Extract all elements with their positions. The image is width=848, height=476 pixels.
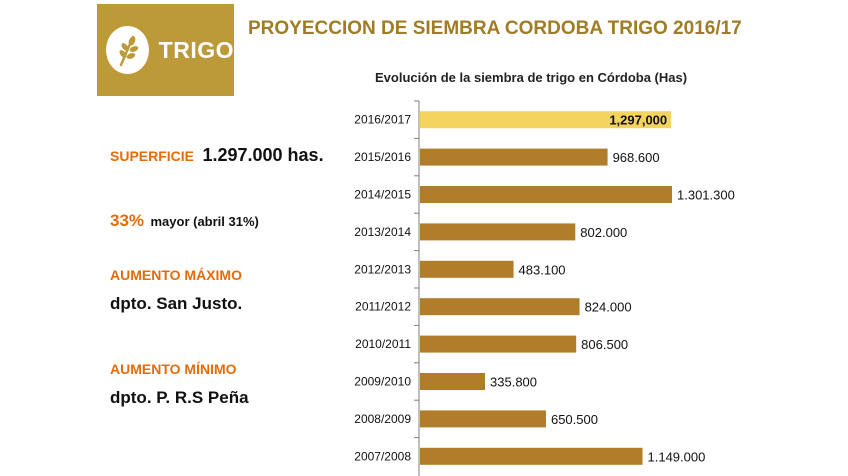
y-tick-label: 2008/2009 bbox=[354, 412, 411, 426]
data-label: 806.500 bbox=[581, 337, 628, 352]
y-tick-label: 2009/2010 bbox=[354, 375, 411, 389]
chart-title: Evolución de la siembra de trigo en Córd… bbox=[375, 70, 688, 85]
bar bbox=[420, 260, 514, 278]
data-label: 335.800 bbox=[490, 375, 537, 390]
bar bbox=[420, 410, 546, 428]
data-label: 1.301.300 bbox=[677, 188, 735, 203]
bar bbox=[420, 373, 486, 390]
y-tick-label: 2013/2014 bbox=[354, 225, 411, 239]
bar bbox=[420, 148, 608, 166]
bar bbox=[420, 447, 643, 465]
bar bbox=[420, 111, 672, 129]
data-label: 1.149.000 bbox=[648, 449, 706, 464]
data-label: 824.000 bbox=[585, 300, 632, 315]
wheat-icon bbox=[106, 26, 149, 74]
data-label: 483.100 bbox=[519, 262, 566, 277]
increase-pct: 33% bbox=[110, 211, 145, 230]
max-increase-label: AUMENTO MÁXIMO bbox=[110, 267, 242, 283]
y-tick-label: 2011/2012 bbox=[355, 300, 411, 314]
y-tick-label: 2016/2017 bbox=[354, 113, 411, 127]
y-tick-label: 2014/2015 bbox=[354, 188, 411, 202]
max-increase-value: dpto. San Justo. bbox=[110, 294, 243, 313]
min-increase-value: dpto. P. R.S Peña bbox=[110, 388, 249, 407]
data-label: 1,297,000 bbox=[609, 113, 667, 128]
bar bbox=[420, 298, 580, 316]
data-label: 968.600 bbox=[613, 150, 660, 165]
data-label: 802.000 bbox=[580, 225, 627, 240]
logo-label: TRIGO bbox=[158, 36, 234, 63]
superficie-line: SUPERFICIE 1.297.000 has. bbox=[110, 145, 324, 166]
data-label: 650.500 bbox=[551, 412, 598, 427]
bar bbox=[420, 335, 577, 353]
superficie-value: 1.297.000 has. bbox=[202, 145, 324, 165]
bar bbox=[420, 223, 576, 241]
y-tick-label: 2012/2013 bbox=[354, 262, 411, 276]
superficie-label: SUPERFICIE bbox=[110, 148, 195, 164]
logo-badge: TRIGO bbox=[97, 4, 234, 96]
y-tick-label: 2010/2011 bbox=[355, 337, 411, 351]
y-tick-label: 2015/2016 bbox=[354, 150, 411, 164]
increase-note: mayor (abril 31%) bbox=[150, 214, 259, 229]
page-title: PROYECCION DE SIEMBRA CORDOBA TRIGO 2016… bbox=[248, 18, 742, 39]
bar bbox=[420, 186, 672, 203]
increase-line: 33% mayor (abril 31%) bbox=[110, 211, 259, 231]
y-tick-label: 2007/2008 bbox=[354, 449, 411, 463]
min-increase-label: AUMENTO MÍNIMO bbox=[110, 361, 237, 377]
